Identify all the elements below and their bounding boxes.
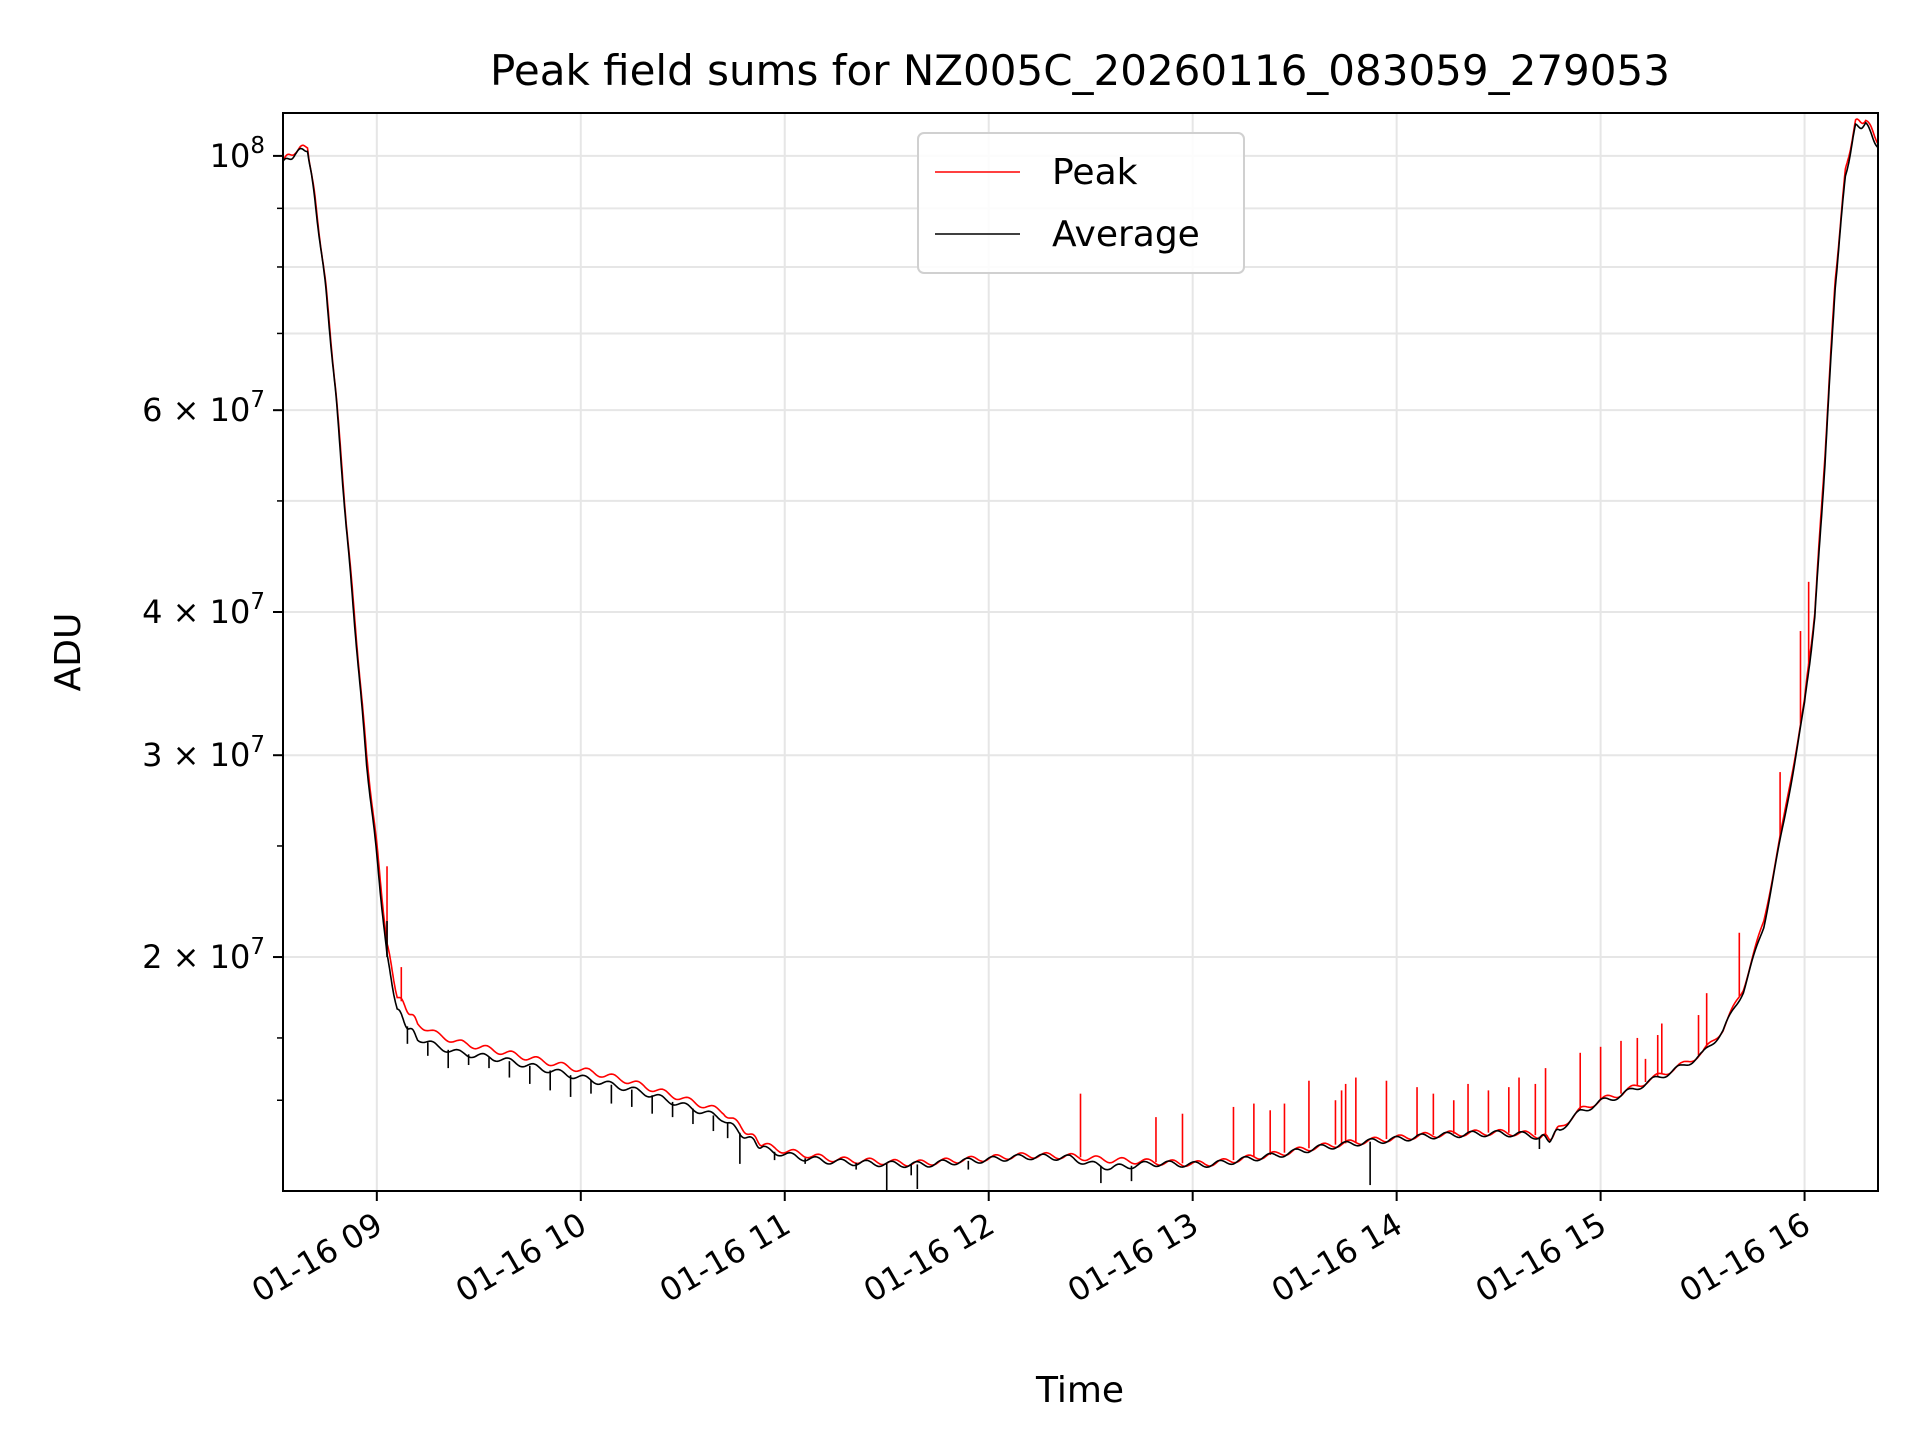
plot-lines (283, 118, 1878, 1191)
y-tick-label: 4 × 107 (142, 589, 265, 631)
average-series-line (283, 121, 1878, 1171)
chart-title: Peak field sums for NZ005C_20260116_0830… (490, 46, 1670, 95)
y-tick-label: 3 × 107 (142, 732, 265, 774)
y-tick-label: 108 (210, 133, 265, 175)
peak-series-line (283, 118, 1878, 1168)
y-tick-label: 2 × 107 (142, 934, 265, 976)
legend-box (917, 132, 1245, 274)
legend-peak-label: Peak (1052, 152, 1138, 193)
y-tick-label: 6 × 107 (142, 387, 265, 429)
axes-frame (282, 112, 1879, 1192)
x-axis-label: Time (1035, 1370, 1124, 1411)
y-axis-label: ADU (48, 613, 89, 692)
legend: Peak Average (917, 132, 1245, 274)
legend-average-label: Average (1052, 214, 1200, 255)
